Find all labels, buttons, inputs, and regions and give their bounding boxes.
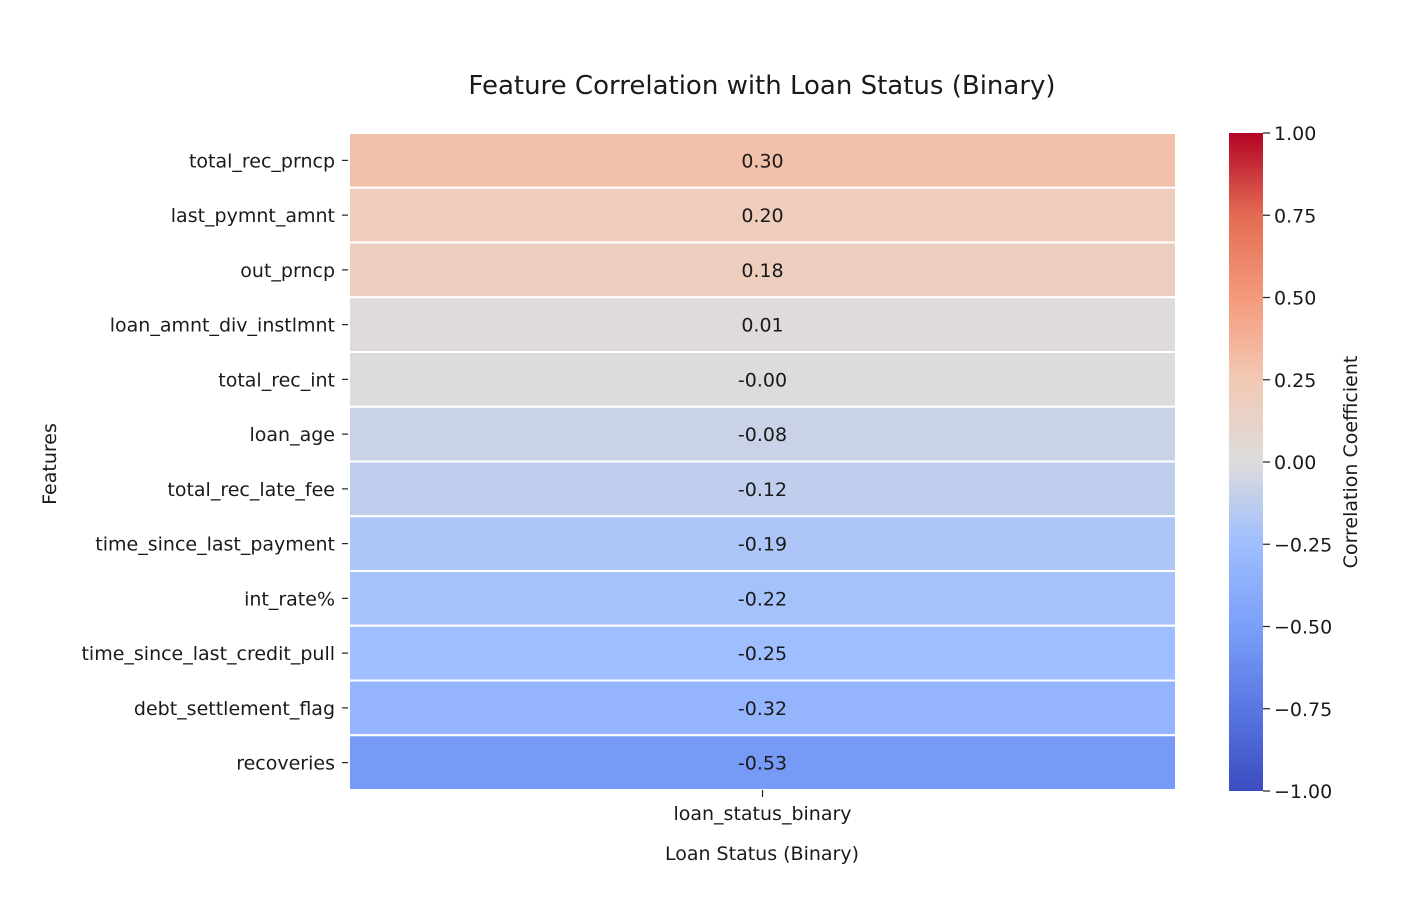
cell-value-label: -0.32	[738, 698, 787, 720]
colorbar-tick-label: 1.00	[1274, 123, 1316, 145]
colorbar-label: Correlation Coefficient	[1340, 356, 1362, 569]
feature-label: total_rec_late_fee	[167, 479, 335, 501]
heatmap-cells: 0.30 0.20 0.18 0.01 -0.00 -0.08 -0.12 -0.19 -0.2…	[348, 132, 1177, 791]
heatmap-cell	[348, 624, 1177, 682]
cell-value-label: -0.08	[738, 424, 787, 446]
feature-label: debt_settlement_flag	[134, 698, 335, 720]
heatmap-cell	[348, 405, 1177, 463]
feature-label: time_since_last_payment	[95, 534, 335, 556]
heatmap-cell	[348, 186, 1177, 244]
heatmap-cell	[348, 241, 1177, 299]
feature-label: total_rec_int	[218, 369, 335, 391]
colorbar-tick-label: 0.50	[1274, 288, 1316, 310]
colorbar	[1229, 133, 1263, 791]
heatmap-cell	[348, 515, 1177, 572]
cell-value-label: -0.19	[738, 534, 787, 556]
heatmap-cell	[348, 734, 1177, 791]
colorbar-ticks: 1.00 0.75 0.50 0.25 0.00 −0.25 −0.50 −0.75 −1.00	[1263, 123, 1332, 803]
feature-label: recoveries	[236, 753, 335, 775]
x-axis-label: Loan Status (Binary)	[665, 843, 859, 865]
cell-value-label: 0.01	[741, 315, 783, 337]
colorbar-tick-label: −0.75	[1274, 699, 1332, 721]
column-label: loan_status_binary	[673, 803, 851, 825]
feature-label: last_pymnt_amnt	[171, 205, 335, 227]
cell-value-label: -0.12	[738, 479, 787, 501]
heatmap-cell	[348, 132, 1177, 189]
feature-label: loan_amnt_div_instlmnt	[110, 315, 335, 337]
cell-value-label: -0.22	[738, 588, 787, 610]
cell-value-label: -0.25	[738, 643, 787, 665]
colorbar-tick-label: −0.50	[1274, 617, 1332, 639]
cell-value-label: 0.30	[741, 150, 783, 172]
feature-label: out_prncp	[240, 260, 335, 282]
feature-label: total_rec_prncp	[189, 150, 335, 172]
heatmap-cell	[348, 296, 1177, 353]
cell-value-label: -0.00	[738, 369, 787, 391]
feature-label: loan_age	[250, 424, 335, 446]
feature-label: time_since_last_credit_pull	[81, 643, 335, 665]
cell-value-label: 0.20	[741, 205, 783, 227]
colorbar-tick-label: 0.00	[1274, 452, 1316, 474]
cell-value-label: 0.18	[741, 260, 783, 282]
colorbar-tick-label: 0.75	[1274, 205, 1316, 227]
feature-label: int_rate%	[244, 588, 335, 610]
feature-tick-labels: total_rec_prncp last_pymnt_amnt out_prncpl…	[81, 150, 348, 775]
y-axis-label: Features	[39, 423, 61, 505]
colorbar-tick-label: −0.25	[1274, 534, 1332, 556]
column-tick-labels: loan_status_binary	[673, 790, 852, 825]
colorbar-tick-label: −1.00	[1274, 781, 1332, 803]
cell-value-label: -0.53	[738, 753, 787, 775]
heatmap-cell	[348, 679, 1177, 737]
chart-title: Feature Correlation with Loan Status (Bi…	[468, 71, 1055, 101]
colorbar-tick-label: 0.25	[1274, 370, 1316, 392]
